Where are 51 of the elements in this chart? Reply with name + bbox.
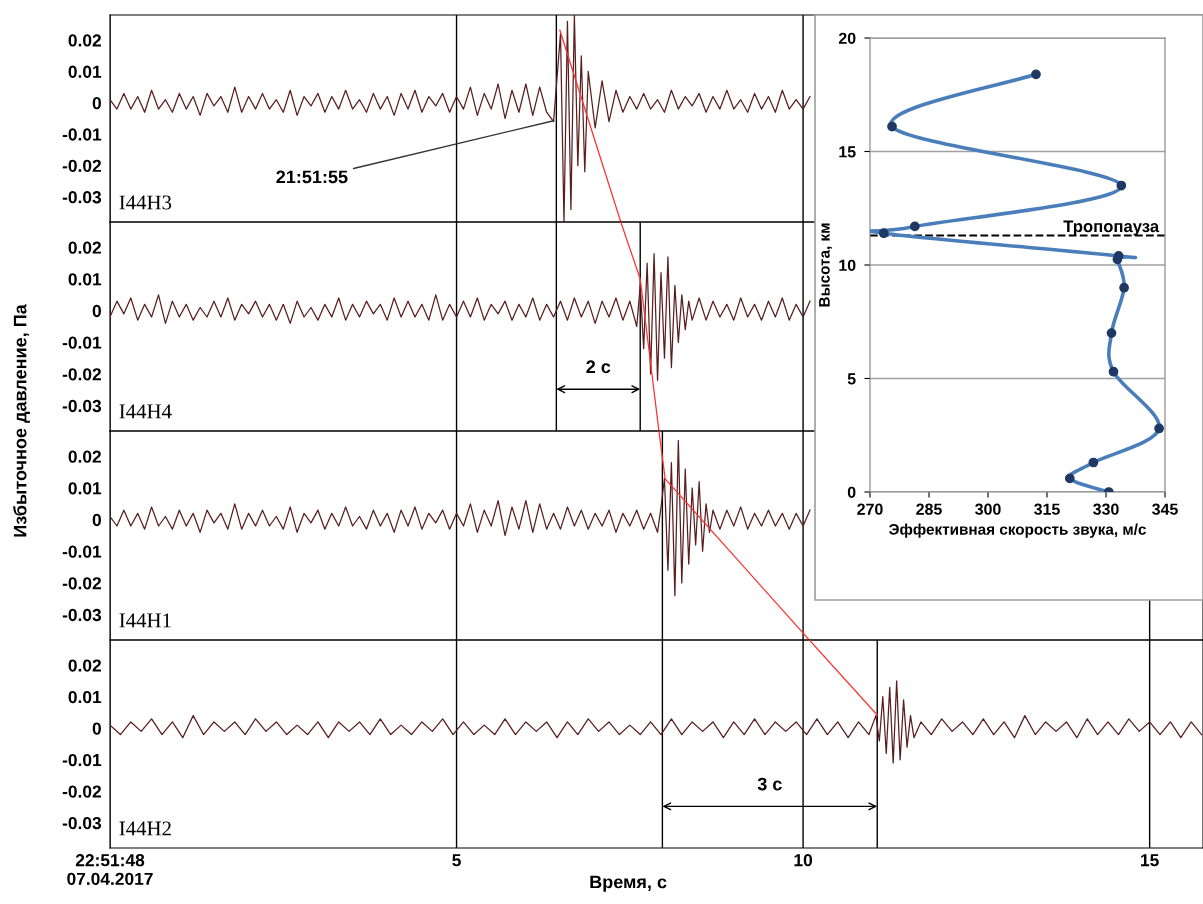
y-axis-title: Избыточное давление, Па xyxy=(13,304,30,537)
y-tick-label: 10 xyxy=(839,259,856,271)
ref-line-label: Тропопауза xyxy=(1063,220,1160,236)
y-tick-label: 20 xyxy=(838,32,856,44)
y-tick-label: -0.01 xyxy=(62,545,102,558)
x-tick-label: 22:51:48 07.04.2017 xyxy=(67,854,153,886)
x-tick-label: 270 xyxy=(857,503,883,515)
y-tick-label: 0.01 xyxy=(68,690,102,704)
y-tick-label: 15 xyxy=(839,146,856,158)
y-tick-label: 0.01 xyxy=(68,273,102,286)
y-tick-label: 0.02 xyxy=(68,34,101,47)
annotation: 3 с xyxy=(757,777,782,791)
y-tick-label: 0.01 xyxy=(68,482,102,495)
y-tick-label: 0 xyxy=(92,513,101,527)
x-axis-title: Время, с xyxy=(590,875,667,892)
y-tick-label: -0.03 xyxy=(62,608,102,622)
y-tick-label: -0.02 xyxy=(62,159,101,173)
x-axis-title: Эффективная скорость звука, м/с xyxy=(889,523,1146,538)
annotation: I44H2 xyxy=(119,821,171,836)
y-axis-title: Высота, км xyxy=(819,223,832,307)
y-tick-label: 0 xyxy=(92,96,101,110)
y-tick-label: -0.01 xyxy=(62,336,102,349)
y-tick-label: 0 xyxy=(92,304,101,318)
y-tick-label: 5 xyxy=(847,373,856,385)
annotation: 21:51:55 xyxy=(276,170,348,184)
y-tick-label: 0.02 xyxy=(68,659,101,672)
x-tick-label: 5 xyxy=(452,854,461,867)
y-tick-label: -0.02 xyxy=(62,785,101,798)
annotation: 2 с xyxy=(586,360,611,374)
y-tick-label: 0 xyxy=(847,486,856,498)
y-tick-label: -0.01 xyxy=(62,753,102,767)
y-tick-label: 0.02 xyxy=(68,450,101,463)
x-tick-label: 300 xyxy=(975,503,1001,515)
y-tick-label: 0.01 xyxy=(68,65,102,78)
y-tick-label: -0.03 xyxy=(62,816,102,830)
x-tick-label: 315 xyxy=(1034,503,1060,515)
y-tick-label: 0 xyxy=(92,722,101,735)
y-tick-label: -0.01 xyxy=(62,128,102,141)
x-tick-label: 330 xyxy=(1093,503,1119,515)
annotation: I44H1 xyxy=(119,613,171,628)
y-tick-label: -0.03 xyxy=(62,399,102,413)
x-tick-label: 15 xyxy=(1141,854,1159,867)
x-tick-label: 10 xyxy=(794,854,813,867)
y-tick-label: -0.02 xyxy=(62,577,101,590)
y-tick-label: -0.02 xyxy=(62,368,101,381)
x-tick-label: 345 xyxy=(1152,503,1178,515)
y-tick-label: -0.03 xyxy=(62,191,102,204)
y-tick-label: 0.02 xyxy=(68,241,101,254)
x-tick-label: 285 xyxy=(916,503,942,515)
annotation: I44H4 xyxy=(119,404,172,419)
annotation: I44H3 xyxy=(119,195,172,210)
